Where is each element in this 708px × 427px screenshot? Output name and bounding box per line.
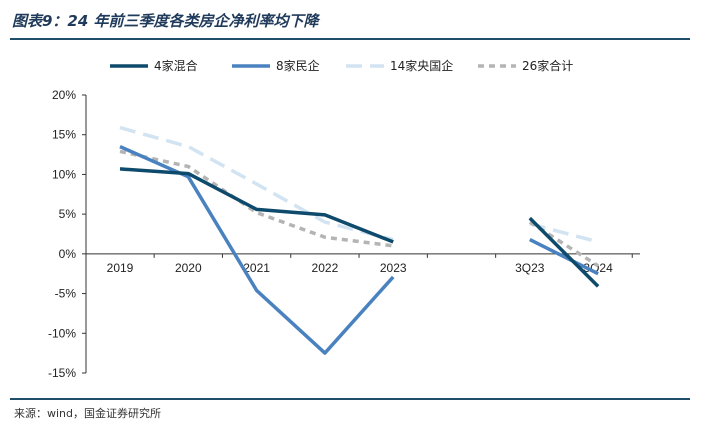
legend-label: 26家合计	[522, 58, 573, 73]
series-line-3	[119, 149, 394, 248]
x-tick-label: 2021	[243, 261, 270, 275]
series-line-1	[529, 238, 599, 276]
y-tick-label: 20%	[52, 88, 76, 102]
x-tick-label: 3Q23	[515, 261, 545, 275]
legend-label: 8家民企	[276, 58, 320, 73]
x-axis: 2019 2020 2021 2022 2023 3Q23 3Q24	[86, 253, 640, 275]
x-tick-label: 2020	[175, 261, 202, 275]
source-divider	[10, 398, 690, 400]
legend-label: 14家央国企	[390, 58, 453, 73]
y-tick-label: 15%	[52, 128, 76, 142]
x-tick-label: 2022	[312, 261, 339, 275]
legend-label: 4家混合	[154, 58, 198, 73]
y-tick-label: -10%	[48, 326, 76, 340]
y-tick-label: 10%	[52, 167, 76, 181]
source-note: 来源：wind，国金证券研究所	[14, 407, 162, 420]
y-tick-label: 5%	[59, 207, 77, 221]
figure-title: 图表9：24 年前三季度各类房企净利率均下降	[12, 12, 319, 30]
series-line-0	[119, 167, 394, 244]
series-line-2	[119, 125, 394, 242]
y-axis: 20% 15% 10% 5% 0% -5% -10% -15%	[48, 88, 87, 380]
series-line-0	[528, 216, 600, 288]
y-tick-label: -15%	[48, 366, 76, 380]
y-tick-label: 0%	[59, 247, 77, 261]
x-tick-label: 2019	[107, 261, 134, 275]
series-line-1	[119, 144, 395, 355]
line-chart: 4家混合 8家民企 14家央国企 26家合计 20% 15% 10% 5% 0% -5% -10%…	[48, 58, 640, 380]
y-tick-label: -5%	[55, 287, 77, 301]
series-line-2	[529, 222, 599, 244]
x-tick-label: 2023	[380, 261, 407, 275]
title-divider	[10, 38, 690, 40]
legend: 4家混合 8家民企 14家央国企 26家合计	[110, 58, 573, 73]
series-layer	[119, 125, 600, 355]
